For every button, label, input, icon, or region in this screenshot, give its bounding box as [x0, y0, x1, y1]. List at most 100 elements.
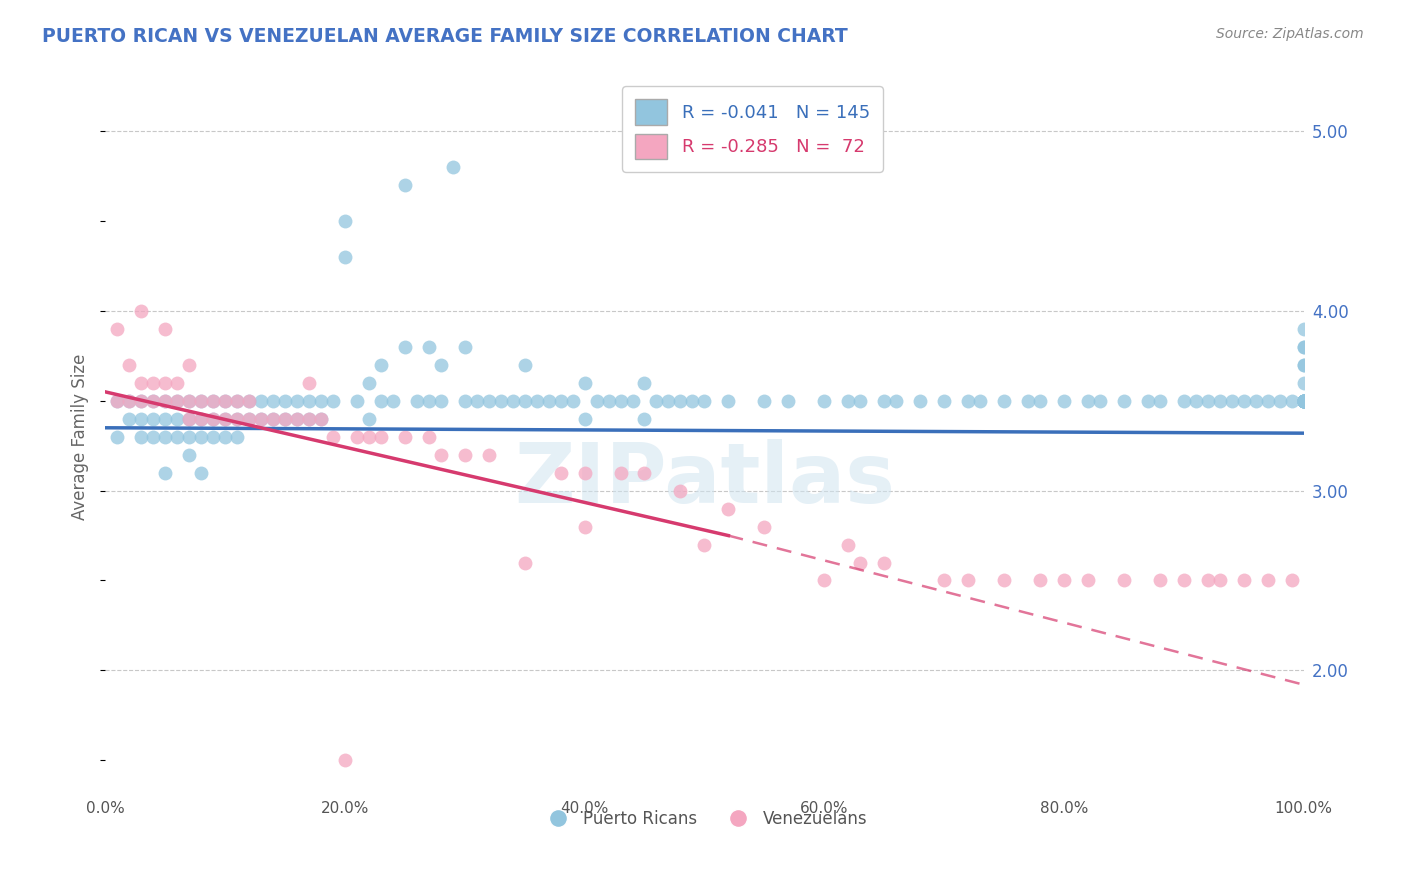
Point	[298, 393, 321, 408]
Point	[190, 466, 212, 480]
Point	[429, 358, 451, 372]
Point	[574, 412, 596, 426]
Point	[322, 393, 344, 408]
Point	[142, 393, 165, 408]
Point	[202, 430, 225, 444]
Point	[418, 340, 440, 354]
Point	[561, 393, 583, 408]
Point	[1257, 393, 1279, 408]
Point	[1281, 574, 1303, 588]
Text: PUERTO RICAN VS VENEZUELAN AVERAGE FAMILY SIZE CORRELATION CHART: PUERTO RICAN VS VENEZUELAN AVERAGE FAMIL…	[42, 27, 848, 45]
Point	[177, 448, 200, 462]
Point	[778, 393, 800, 408]
Point	[394, 430, 416, 444]
Point	[429, 393, 451, 408]
Point	[537, 393, 560, 408]
Point	[454, 340, 477, 354]
Point	[346, 430, 368, 444]
Point	[202, 412, 225, 426]
Point	[118, 393, 141, 408]
Point	[1112, 574, 1135, 588]
Point	[1197, 574, 1219, 588]
Point	[502, 393, 524, 408]
Point	[322, 430, 344, 444]
Point	[118, 358, 141, 372]
Point	[813, 574, 835, 588]
Point	[177, 358, 200, 372]
Point	[153, 322, 176, 336]
Point	[585, 393, 607, 408]
Point	[1292, 393, 1315, 408]
Point	[238, 393, 260, 408]
Point	[717, 393, 740, 408]
Point	[609, 393, 631, 408]
Point	[849, 556, 872, 570]
Point	[153, 466, 176, 480]
Point	[1292, 393, 1315, 408]
Point	[969, 393, 991, 408]
Point	[1292, 393, 1315, 408]
Point	[465, 393, 488, 408]
Point	[142, 430, 165, 444]
Point	[298, 412, 321, 426]
Point	[1292, 393, 1315, 408]
Point	[129, 430, 152, 444]
Point	[1268, 393, 1291, 408]
Point	[598, 393, 620, 408]
Point	[394, 178, 416, 193]
Y-axis label: Average Family Size: Average Family Size	[72, 353, 89, 520]
Point	[550, 466, 572, 480]
Point	[1136, 393, 1159, 408]
Point	[418, 430, 440, 444]
Point	[153, 376, 176, 390]
Point	[190, 393, 212, 408]
Point	[1292, 393, 1315, 408]
Point	[693, 537, 716, 551]
Point	[105, 393, 128, 408]
Point	[1292, 393, 1315, 408]
Point	[1292, 393, 1315, 408]
Point	[489, 393, 512, 408]
Point	[1053, 393, 1076, 408]
Point	[274, 412, 297, 426]
Point	[1292, 393, 1315, 408]
Point	[346, 393, 368, 408]
Point	[754, 519, 776, 533]
Point	[357, 412, 380, 426]
Point	[669, 483, 692, 498]
Point	[1197, 393, 1219, 408]
Point	[190, 412, 212, 426]
Point	[669, 393, 692, 408]
Point	[129, 376, 152, 390]
Point	[285, 412, 308, 426]
Point	[214, 412, 236, 426]
Point	[142, 412, 165, 426]
Point	[309, 412, 332, 426]
Point	[993, 574, 1015, 588]
Point	[357, 376, 380, 390]
Point	[1292, 376, 1315, 390]
Point	[1029, 574, 1052, 588]
Point	[190, 393, 212, 408]
Point	[226, 412, 249, 426]
Point	[370, 393, 392, 408]
Point	[250, 393, 273, 408]
Point	[657, 393, 679, 408]
Point	[285, 393, 308, 408]
Point	[405, 393, 427, 408]
Point	[1209, 393, 1232, 408]
Point	[202, 393, 225, 408]
Point	[1244, 393, 1267, 408]
Point	[1077, 574, 1099, 588]
Point	[837, 537, 859, 551]
Point	[370, 358, 392, 372]
Point	[1292, 393, 1315, 408]
Point	[609, 466, 631, 480]
Point	[1017, 393, 1039, 408]
Point	[957, 393, 980, 408]
Point	[153, 393, 176, 408]
Point	[250, 412, 273, 426]
Point	[214, 430, 236, 444]
Point	[214, 393, 236, 408]
Point	[1292, 393, 1315, 408]
